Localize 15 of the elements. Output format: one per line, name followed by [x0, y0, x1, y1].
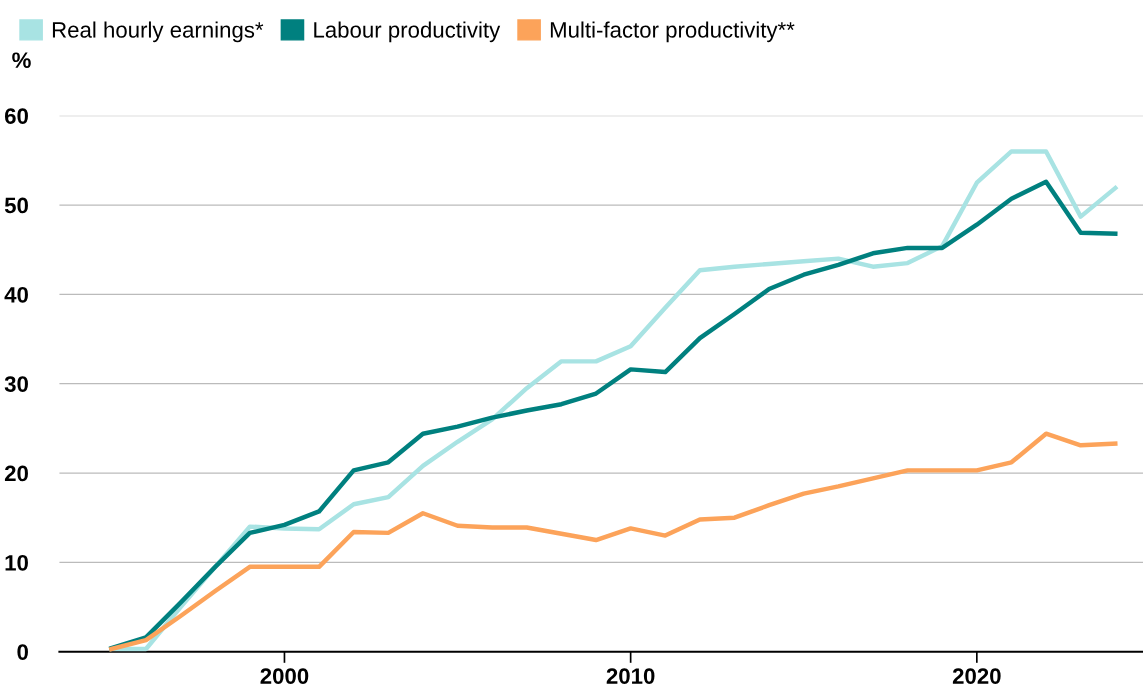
- y-tick-label: 60: [4, 108, 28, 124]
- x-tick-label: 2000: [260, 668, 309, 684]
- x-tick-label: 2020: [952, 668, 1001, 684]
- x-tick-label: 2010: [606, 668, 655, 684]
- y-tick-label: 30: [4, 376, 28, 392]
- y-axis-title: %: [12, 52, 31, 69]
- legend-label: Labour productivity: [314, 21, 501, 43]
- y-tick-label: 40: [4, 286, 28, 303]
- y-tick-label: 20: [4, 465, 28, 482]
- y-tick-label: 10: [5, 554, 28, 571]
- legend-label: Real hourly earnings*: [52, 21, 264, 43]
- legend-label: Multi-factor productivity**: [550, 21, 795, 43]
- y-tick-label: 50: [4, 197, 28, 214]
- y-tick-label: 0: [17, 644, 28, 660]
- line-series: [109, 431, 1118, 652]
